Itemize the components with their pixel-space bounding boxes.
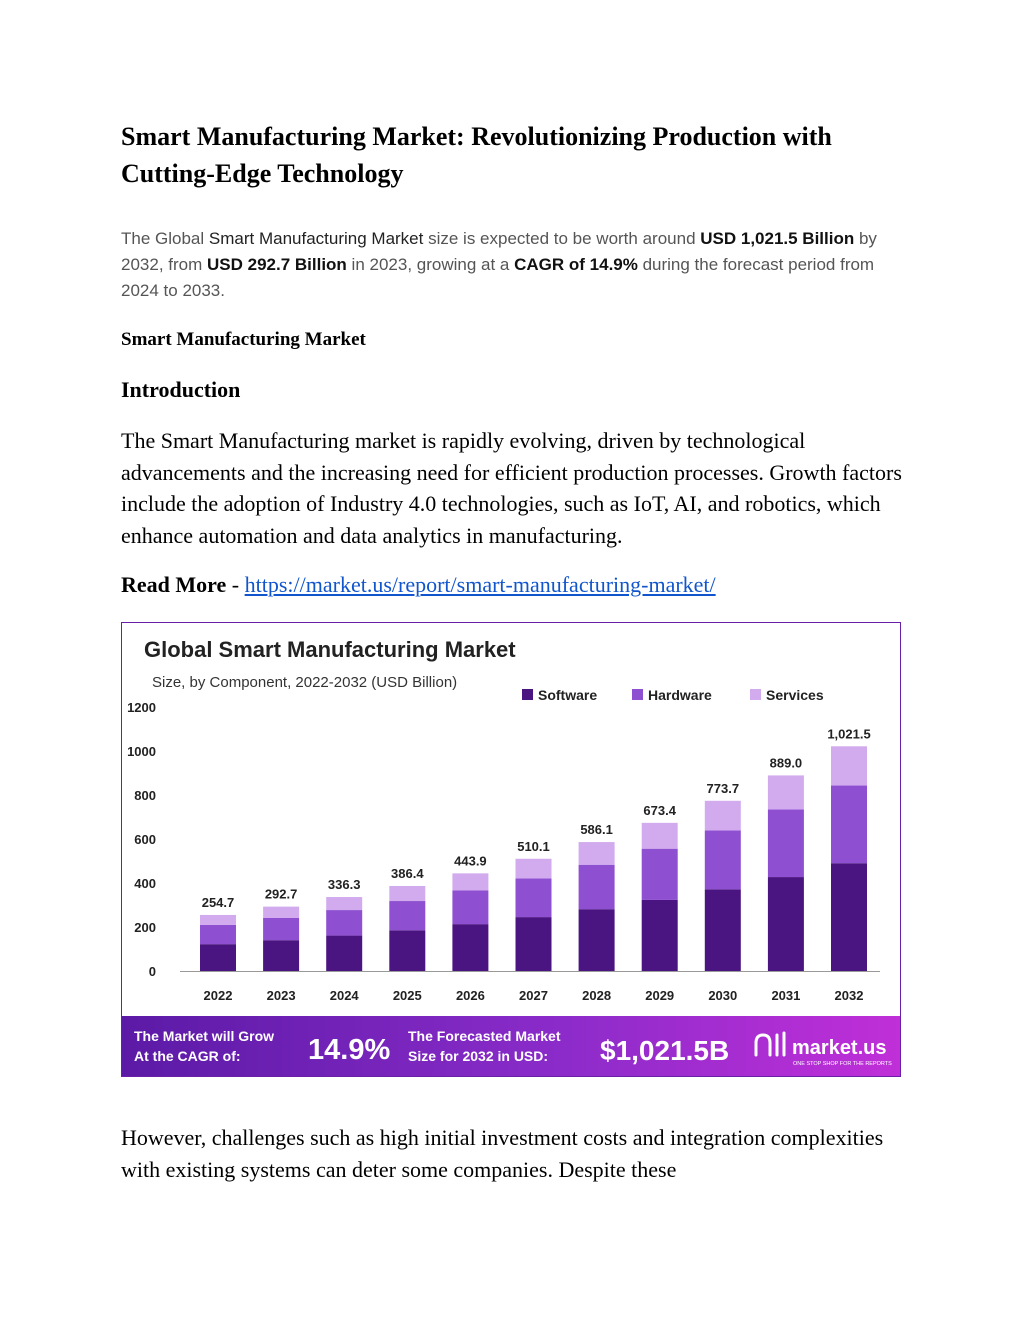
- y-tick-label: 200: [134, 920, 156, 935]
- market-summary: The Global Smart Manufacturing Market si…: [121, 229, 877, 300]
- bar-segment-services: [200, 914, 236, 925]
- cagr-value: CAGR of 14.9%: [514, 255, 638, 274]
- x-tick-label: 2029: [645, 988, 674, 1003]
- value-2023: USD 292.7 Billion: [207, 255, 347, 274]
- x-tick-label: 2023: [267, 988, 296, 1003]
- brand-tagline: ONE STOP SHOP FOR THE REPORTS: [793, 1061, 892, 1067]
- bar-total-label: 773.7: [707, 781, 740, 796]
- read-more: Read More - https://market.us/report/sma…: [121, 572, 716, 597]
- stacked-bar-chart: Global Smart Manufacturing Market Size, …: [122, 637, 900, 1076]
- bar-segment-software: [704, 889, 741, 971]
- bar-total-label: 443.9: [454, 853, 487, 868]
- bar-segment-hardware: [767, 809, 804, 878]
- y-tick-label: 0: [149, 964, 156, 979]
- x-axis: 2022 2023 2024 2025 2026 2027 2028 2029 2030 2031…: [180, 971, 880, 1003]
- legend-label: Hardware: [648, 687, 712, 703]
- banner-size-label-1: The Forecasted Market: [408, 1028, 561, 1044]
- bar-segment-software: [326, 935, 363, 971]
- brand-logo-icon: [754, 1031, 786, 1057]
- bar-segment-hardware: [578, 864, 615, 910]
- y-tick-label: 1200: [127, 700, 156, 715]
- bar-segment-services: [831, 746, 867, 786]
- bar-segment-hardware: [515, 878, 552, 918]
- y-tick-label: 800: [134, 788, 156, 803]
- y-tick-label: 600: [134, 832, 156, 847]
- market-name: Smart Manufacturing Market: [208, 229, 424, 248]
- bar-total-label: 254.7: [202, 895, 235, 910]
- x-tick-label: 2030: [708, 988, 737, 1003]
- bar-segment-software: [767, 877, 804, 971]
- bar-segment-services: [641, 822, 678, 849]
- chart-title: Global Smart Manufacturing Market: [144, 637, 516, 662]
- x-tick-label: 2032: [835, 988, 864, 1003]
- bar-segment-services: [389, 885, 426, 902]
- bar-total-label: 1,021.5: [827, 726, 870, 741]
- banner-size-label-2: Size for 2032 in USD:: [408, 1048, 548, 1064]
- bar-segment-hardware: [263, 917, 300, 941]
- bars: 254.7 292.7 336.3 386.4 443.9 510.1 586.1 673.4…: [200, 726, 871, 971]
- market-infographic: Global Smart Manufacturing Market Size, …: [121, 622, 901, 1077]
- legend-swatch: [522, 689, 533, 700]
- bar-segment-software: [641, 899, 678, 971]
- bar-segment-software: [578, 909, 615, 971]
- bar-segment-software: [452, 924, 489, 971]
- y-axis: 0 200 400 600 800 1000 1200: [127, 700, 156, 979]
- page-title: Smart Manufacturing Market: Revolutioniz…: [121, 122, 832, 188]
- y-tick-label: 400: [134, 876, 156, 891]
- bar-segment-hardware: [831, 785, 867, 864]
- bar-segment-hardware: [200, 924, 236, 945]
- report-link[interactable]: https://market.us/report/smart-manufactu…: [244, 572, 716, 597]
- x-tick-label: 2022: [204, 988, 233, 1003]
- bar-total-label: 673.4: [643, 803, 676, 818]
- banner-cagr-label-1: The Market will Grow: [134, 1028, 274, 1044]
- bar-segment-services: [767, 775, 804, 810]
- chart-legend: Software Hardware Services: [522, 687, 824, 703]
- x-tick-label: 2024: [330, 988, 360, 1003]
- bar-segment-software: [515, 917, 552, 971]
- bar-segment-hardware: [452, 890, 489, 925]
- bar-segment-software: [831, 863, 867, 971]
- introduction-heading: Introduction: [121, 377, 241, 402]
- bar-segment-services: [326, 897, 363, 911]
- x-tick-label: 2031: [771, 988, 800, 1003]
- read-more-label: Read More: [121, 572, 227, 597]
- bar-segment-software: [389, 930, 426, 971]
- bar-segment-services: [515, 858, 552, 879]
- legend-swatch: [750, 689, 761, 700]
- bar-segment-software: [263, 940, 300, 971]
- banner-size-value: $1,021.5B: [600, 1035, 729, 1066]
- bar-total-label: 386.4: [391, 866, 424, 881]
- bar-total-label: 292.7: [265, 887, 298, 902]
- value-2032: USD 1,021.5 Billion: [700, 229, 855, 248]
- bar-segment-software: [200, 944, 236, 971]
- bar-segment-services: [578, 842, 615, 865]
- bar-segment-hardware: [326, 910, 363, 936]
- banner-cagr-value: 14.9%: [308, 1034, 390, 1066]
- bar-segment-hardware: [641, 848, 678, 900]
- challenges-text: However, challenges such as high initial…: [121, 1125, 884, 1182]
- bar-segment-hardware: [704, 830, 741, 890]
- brand-name: market.us: [792, 1037, 887, 1059]
- banner-cagr-label-2: At the CAGR of:: [134, 1048, 241, 1064]
- legend-label: Services: [766, 687, 824, 703]
- bar-segment-services: [452, 873, 489, 891]
- x-tick-label: 2027: [519, 988, 548, 1003]
- bar-total-label: 336.3: [328, 877, 361, 892]
- x-tick-label: 2028: [582, 988, 611, 1003]
- bar-total-label: 510.1: [517, 839, 550, 854]
- bar-total-label: 586.1: [580, 822, 613, 837]
- x-tick-label: 2025: [393, 988, 422, 1003]
- chart-subtitle: Size, by Component, 2022-2032 (USD Billi…: [152, 674, 457, 691]
- y-tick-label: 1000: [127, 744, 156, 759]
- introduction-text: The Smart Manufacturing market is rapidl…: [121, 428, 902, 548]
- bar-segment-hardware: [389, 901, 426, 931]
- x-tick-label: 2026: [456, 988, 485, 1003]
- legend-swatch: [632, 689, 643, 700]
- legend-label: Software: [538, 687, 597, 703]
- market-subheading: Smart Manufacturing Market: [121, 329, 366, 350]
- bar-segment-services: [263, 906, 300, 918]
- bar-segment-services: [704, 800, 741, 831]
- bar-total-label: 889.0: [770, 755, 803, 770]
